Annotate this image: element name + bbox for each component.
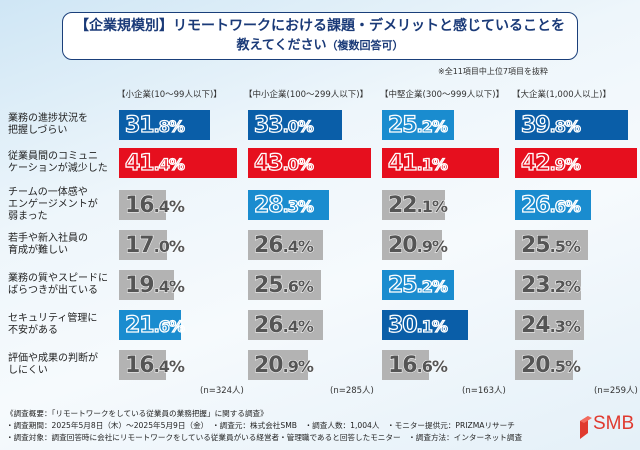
bar: 26.6%	[515, 190, 591, 220]
sample-size-label: (n=285人)	[330, 386, 374, 396]
data-label: 20.9%	[388, 232, 449, 258]
bar: 16.6%	[382, 350, 448, 380]
smb-logo-icon	[572, 416, 592, 439]
data-label: 30.1%	[387, 312, 448, 338]
data-label: 25.5%	[521, 232, 582, 258]
category-label: 業務の進捗状況を 把握しづらい	[8, 113, 88, 136]
chart-title: 【企業規模別】リモートワークにおける課題・デメリットと感じていることを 教えてく…	[62, 12, 578, 60]
bar: 25.5%	[515, 230, 588, 260]
bar: 30.1%	[382, 310, 468, 340]
bar: 25.6%	[248, 270, 321, 300]
data-label: 28.3%	[253, 192, 314, 218]
data-label: 42.9%	[520, 150, 581, 176]
bar: 39.8%	[515, 110, 628, 140]
bar: 42.9%	[515, 148, 637, 178]
bar: 31.8%	[119, 110, 210, 140]
bar: 17.0%	[119, 230, 185, 260]
data-label: 33.0%	[253, 112, 314, 138]
data-label: 39.8%	[520, 112, 581, 138]
bar: 22.1%	[382, 190, 449, 220]
data-label: 17.0%	[125, 232, 186, 258]
column-header: 【大企業(1,000人以上)】	[512, 90, 611, 100]
bar: 20.5%	[515, 350, 581, 380]
data-label: 41.4%	[124, 150, 185, 176]
footer-line2: ・調査期間：2025年5月8日（木）～2025年5月9日（金） ・調査元：株式会…	[6, 421, 515, 430]
sample-size-label: (n=259人)	[594, 386, 638, 396]
smb-logo-text: SMB	[593, 413, 635, 434]
data-label: 16.6%	[388, 352, 449, 378]
bar: 21.6%	[119, 310, 186, 340]
bar: 26.4%	[248, 230, 323, 260]
category-label: 従業員間のコミュニ ケーションが減少した	[8, 151, 108, 174]
category-label: 評価や成果の判断が しにくい	[8, 353, 98, 376]
data-label: 25.6%	[254, 272, 315, 298]
category-label: 若手や新入社員の 育成が難しい	[8, 233, 88, 256]
column-header: 【小企業(10～99人以下)】	[117, 90, 222, 100]
column-header: 【中堅企業(300～999人以下)】	[380, 90, 505, 100]
data-label: 26.4%	[254, 312, 315, 338]
bar: 16.4%	[119, 190, 185, 220]
data-label: 19.4%	[125, 272, 186, 298]
title-line2: 教えてください	[236, 38, 327, 53]
data-label: 26.4%	[254, 232, 315, 258]
bar: 20.9%	[248, 350, 314, 380]
data-label: 31.8%	[124, 112, 185, 138]
data-label: 16.4%	[125, 352, 186, 378]
bar: 24.3%	[515, 310, 584, 340]
sample-size-label: (n=324人)	[200, 386, 244, 396]
category-label: セキュリティ管理に 不安がある	[8, 313, 98, 336]
data-label: 43.0%	[253, 150, 314, 176]
data-label: 25.2%	[387, 272, 448, 298]
bar: 41.1%	[382, 148, 499, 178]
bar: 41.4%	[119, 148, 237, 178]
title-line1: 【企業規模別】リモートワークにおける課題・デメリットと感じていることを	[75, 18, 565, 34]
footer-line1: 《調査概要：「リモートワークをしている従業員の業務把握」に関する調査》	[6, 409, 268, 418]
sample-size-label: (n=163人)	[462, 386, 506, 396]
bar: 16.4%	[119, 350, 185, 380]
category-label: 業務の質やスピードに ばらつきが出ている	[8, 273, 108, 296]
bar: 43.0%	[248, 148, 371, 178]
data-label: 25.2%	[387, 112, 448, 138]
data-label: 22.1%	[388, 192, 449, 218]
column-header: 【中小企業(100～299人以下)】	[244, 90, 369, 100]
survey-footer: 《調査概要：「リモートワークをしている従業員の業務把握」に関する調査》 ・調査期…	[6, 408, 522, 444]
data-label: 41.1%	[387, 150, 448, 176]
category-label: チームの一体感や エンゲージメントが 弱まった	[8, 187, 98, 222]
bar: 23.2%	[515, 270, 581, 300]
bar: 26.4%	[248, 310, 323, 340]
bar: 33.0%	[248, 110, 342, 140]
data-label: 16.4%	[125, 192, 186, 218]
data-label: 21.6%	[124, 312, 185, 338]
data-label: 24.3%	[521, 312, 582, 338]
data-label: 23.2%	[521, 272, 582, 298]
bar: 25.2%	[382, 270, 454, 300]
bar: 19.4%	[119, 270, 185, 300]
data-label: 26.6%	[520, 192, 581, 218]
bar: 28.3%	[248, 190, 329, 220]
title-note: （複数回答可）	[326, 39, 404, 52]
data-label: 20.5%	[521, 352, 582, 378]
bar: 20.9%	[382, 230, 448, 260]
data-label: 20.9%	[254, 352, 315, 378]
footer-line3: ・調査対象：調査回答時に会社にリモートワークをしている従業員がいる経営者・管理職…	[6, 433, 523, 442]
bar: 25.2%	[382, 110, 454, 140]
excerpt-note: ※全11項目中上位7項目を抜粋	[438, 67, 548, 76]
